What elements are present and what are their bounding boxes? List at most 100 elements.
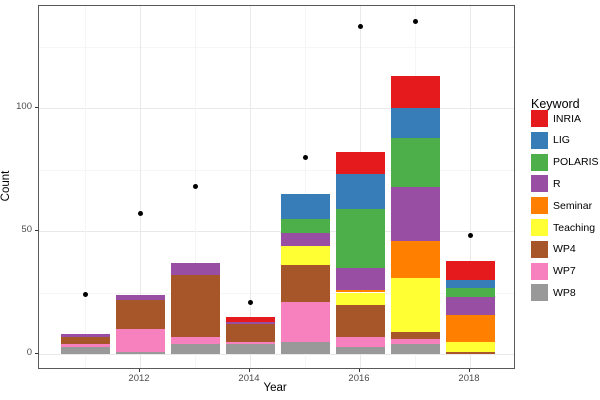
y-axis-title: Count [0, 170, 12, 202]
legend-title: Keyword [531, 97, 580, 111]
x-tick-label: 2014 [238, 373, 260, 384]
bar-segment-2013-wp7 [170, 336, 220, 345]
bar-segment-2014-wp7 [225, 341, 275, 345]
bar-segment-2018-seminar [445, 314, 495, 342]
bar-segment-2018-r [445, 297, 495, 315]
bar-segment-2017-inria [390, 76, 440, 108]
x-tick-label: 2018 [458, 373, 480, 384]
bar-segment-2015-polaris [280, 218, 330, 234]
bar-segment-2012-wp7 [115, 329, 165, 352]
data-point-2016 [357, 24, 363, 30]
legend-swatch-lig [531, 131, 548, 149]
bar-segment-2015-wp4 [280, 265, 330, 303]
bar-segment-2013-r [170, 262, 220, 276]
bar-segment-2012-wp4 [115, 299, 165, 330]
bar-segment-2015-r [280, 233, 330, 246]
y-tick-mark [35, 230, 38, 231]
x-tick-label: 2016 [348, 373, 370, 384]
data-point-2013 [192, 184, 198, 190]
bar-segment-2012-r [115, 294, 165, 300]
data-point-2015 [302, 154, 308, 160]
data-point-2018 [467, 233, 473, 239]
x-tick-mark [139, 369, 140, 372]
bar-segment-2014-wp4 [225, 324, 275, 342]
data-point-2012 [137, 211, 143, 217]
bar-segment-2016-wp7 [335, 336, 385, 347]
bar-segment-2017-seminar [390, 240, 440, 278]
data-point-2017 [412, 19, 418, 25]
gridline-y-major [39, 354, 514, 355]
bar-segment-2017-polaris [390, 137, 440, 187]
bar-segment-2016-teaching [335, 292, 385, 305]
bar-segment-2016-r [335, 267, 385, 291]
bar-segment-2016-wp4 [335, 304, 385, 337]
legend-item-wp7: WP7 [531, 262, 600, 280]
x-tick-label: 2012 [128, 373, 150, 384]
bar-segment-2015-lig [280, 194, 330, 219]
bar-segment-2012-wp8 [115, 351, 165, 354]
legend-label: LIG [553, 134, 570, 147]
gridline-x-major [140, 6, 141, 368]
bar-segment-2016-polaris [335, 208, 385, 268]
y-tick-mark [35, 353, 38, 354]
gridline-x-minor [305, 6, 306, 368]
bar-segment-2015-wp8 [280, 341, 330, 354]
bar-segment-2016-inria [335, 152, 385, 175]
bar-segment-2015-wp7 [280, 302, 330, 342]
bar-segment-2015-teaching [280, 245, 330, 266]
legend-item-polaris: POLARIS [531, 153, 600, 171]
legend-swatch-wp4 [531, 240, 548, 258]
legend-label: Teaching [553, 221, 596, 234]
x-tick-mark [359, 369, 360, 372]
y-tick-mark [35, 107, 38, 108]
bar-segment-2016-wp8 [335, 346, 385, 354]
gridline-x-major [250, 6, 251, 368]
legend-label: R [553, 177, 561, 190]
legend-swatch-seminar [531, 197, 548, 215]
bar-segment-2017-teaching [390, 277, 440, 332]
bar-segment-2018-wp4 [445, 351, 495, 354]
bar-segment-2014-r [225, 322, 275, 325]
legend-item-wp8: WP8 [531, 284, 600, 302]
data-point-2011 [82, 292, 88, 298]
legend-label: WP4 [553, 243, 576, 256]
bar-segment-2013-wp4 [170, 275, 220, 337]
legend-item-inria: INRIA [531, 110, 600, 127]
data-point-2014 [247, 299, 253, 305]
bar-segment-2018-lig [445, 280, 495, 288]
legend-label: POLARIS [553, 156, 599, 169]
x-tick-mark [469, 369, 470, 372]
bar-segment-2018-polaris [445, 287, 495, 298]
bar-segment-2014-inria [225, 317, 275, 322]
bar-segment-2016-seminar [335, 290, 385, 293]
legend-label: WP8 [553, 286, 576, 299]
y-tick-label: 50 [21, 224, 32, 235]
x-axis-title: Year [263, 382, 287, 394]
y-tick-label: 0 [26, 347, 32, 358]
bar-segment-2016-lig [335, 174, 385, 209]
bar-segment-2014-wp8 [225, 344, 275, 354]
gridline-y-minor [39, 169, 514, 171]
legend-item-seminar: Seminar [531, 197, 600, 215]
legend-label: INRIA [553, 112, 582, 125]
bar-segment-2017-wp4 [390, 331, 440, 340]
legend-swatch-wp7 [531, 262, 548, 280]
legend-item-wp4: WP4 [531, 240, 600, 258]
legend-swatch-inria [531, 110, 548, 127]
y-tick-label: 100 [16, 101, 32, 112]
legend-swatch-wp8 [531, 284, 548, 302]
bar-segment-2013-wp8 [170, 344, 220, 354]
bar-segment-2011-wp7 [60, 344, 110, 347]
bar-segment-2017-r [390, 186, 440, 241]
gridline-y-minor [39, 46, 514, 48]
gridline-y-major [39, 231, 514, 232]
legend-item-lig: LIG [531, 131, 600, 149]
legend-swatch-polaris [531, 153, 548, 171]
gridline-y-major [39, 108, 514, 109]
gridline-x-minor [85, 6, 86, 368]
bar-segment-2011-wp8 [60, 346, 110, 354]
bar-segment-2018-teaching [445, 341, 495, 352]
legend-swatch-teaching [531, 219, 548, 236]
x-tick-mark [249, 369, 250, 372]
legend-label: WP7 [553, 265, 576, 278]
